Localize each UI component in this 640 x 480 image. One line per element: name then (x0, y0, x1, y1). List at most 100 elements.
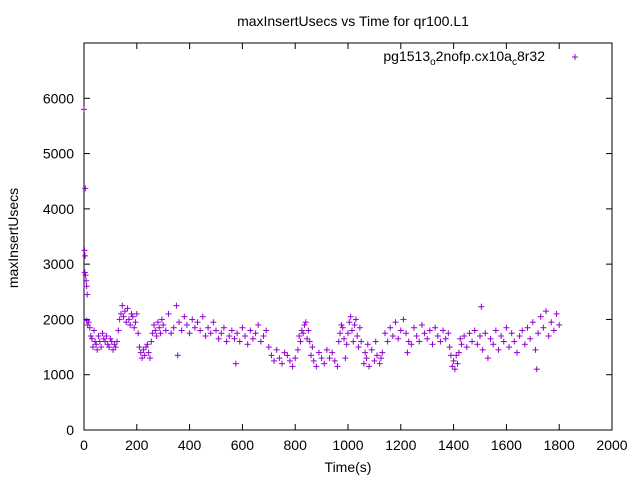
data-point (411, 324, 417, 331)
data-point (418, 321, 425, 328)
data-point (532, 346, 539, 353)
data-point (500, 338, 507, 345)
data-point (326, 355, 333, 362)
data-point (524, 324, 531, 331)
data-point (265, 344, 272, 351)
data-point (364, 341, 371, 348)
data-point (149, 330, 156, 337)
data-point (136, 344, 143, 351)
x-tick-label: 2000 (596, 437, 627, 453)
data-point (392, 319, 399, 326)
x-axis-label: Time(s) (325, 459, 372, 475)
data-point (115, 327, 122, 334)
data-point (463, 344, 470, 351)
data-point (231, 335, 238, 342)
data-point (429, 341, 436, 348)
legend-sub-2: c (512, 57, 517, 68)
data-point (110, 346, 117, 353)
data-point (511, 338, 518, 345)
data-point (455, 349, 462, 356)
data-point (93, 341, 100, 348)
legend-part-1: pg1513 (383, 48, 430, 64)
data-point (458, 341, 465, 348)
data-point (408, 341, 415, 348)
data-point (98, 344, 105, 351)
data-point (81, 269, 88, 276)
data-point (306, 338, 313, 345)
data-point (345, 330, 351, 337)
legend: pg1513o2nofp.cx10ac8r32 (383, 48, 578, 68)
data-point (85, 319, 92, 326)
x-axis: 0 200 400 600 800 1000 1200 1400 1600 1800 2000 (80, 43, 628, 453)
data-point (487, 335, 494, 342)
legend-plus-marker (572, 54, 578, 60)
data-point (108, 338, 115, 345)
data-point (545, 333, 552, 340)
data-point (107, 335, 114, 342)
data-point (147, 355, 153, 362)
data-point (81, 247, 88, 254)
data-point (338, 321, 345, 328)
data-point (106, 344, 113, 351)
data-point (362, 349, 369, 356)
data-point (289, 363, 296, 370)
data-point (132, 319, 139, 326)
data-point (131, 324, 138, 331)
data-point (137, 349, 144, 356)
data-point (143, 344, 150, 351)
data-point (117, 310, 124, 317)
data-point (387, 324, 394, 331)
data-point (257, 338, 264, 345)
data-point (252, 330, 259, 337)
data-point (129, 313, 136, 320)
data-point (249, 335, 256, 342)
data-point (191, 324, 198, 331)
data-point (305, 327, 312, 334)
data-point (194, 319, 201, 326)
data-point (351, 321, 358, 328)
data-point (334, 363, 341, 370)
data-point (135, 330, 142, 337)
data-point (276, 355, 283, 362)
data-point (174, 352, 181, 359)
data-point (128, 310, 135, 317)
data-point (360, 360, 367, 367)
data-point (308, 352, 315, 359)
data-point (477, 333, 483, 340)
data-point (213, 327, 219, 334)
data-point (503, 324, 510, 331)
y-tick-label: 0 (66, 422, 74, 438)
data-point (273, 346, 280, 353)
data-point (156, 324, 163, 331)
data-point (374, 352, 381, 359)
data-point (342, 355, 349, 362)
data-point (315, 349, 322, 356)
data-point (160, 321, 167, 328)
data-point (139, 355, 146, 362)
data-point (81, 106, 87, 113)
data-point (519, 327, 526, 334)
data-point (284, 352, 291, 359)
data-point (318, 355, 325, 362)
data-point (123, 319, 130, 326)
data-point (513, 349, 520, 356)
data-point (83, 283, 90, 290)
data-point (348, 327, 355, 334)
data-point (329, 349, 336, 356)
data-point (170, 324, 177, 331)
data-point (492, 327, 499, 334)
data-point (355, 344, 362, 351)
data-point (498, 333, 505, 340)
data-point (286, 357, 293, 364)
chart-title: maxInsertUsecs vs Time for qr100.L1 (237, 13, 469, 29)
data-point (478, 303, 485, 310)
data-point (553, 310, 560, 317)
data-point (302, 319, 309, 326)
data-point (446, 344, 453, 351)
data-point (339, 324, 346, 331)
data-point (103, 333, 110, 340)
data-point (205, 324, 212, 331)
data-point (218, 330, 225, 337)
data-point (323, 346, 330, 353)
